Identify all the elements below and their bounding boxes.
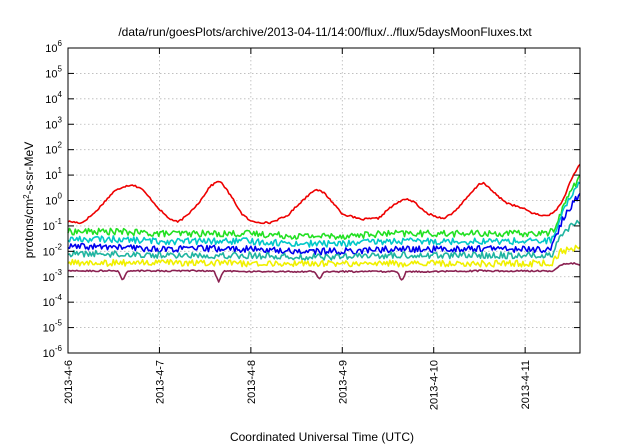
y-tick-label-base: 10 [45,94,57,106]
y-tick-label: 102 [45,141,62,157]
y-tick-label: 105 [45,64,62,80]
series-line-2 [67,174,581,240]
y-tick-label-base: 10 [43,246,55,258]
y-tick-label: 10-3 [43,268,63,284]
x-tick-label: 2013-4-11 [520,360,532,409]
y-tick-label-exponent: 6 [58,39,63,48]
x-tick-label: 2013-4-10 [429,360,441,410]
y-tick-label-exponent: 0 [58,192,63,201]
chart-title: /data/run/goesPlots/archive/2013-04-11/1… [118,25,532,39]
grid-lines [68,48,580,353]
y-tick-label-base: 10 [43,297,55,309]
x-axis-tick-labels: 2013-4-6 2013-4-7 2013-4-8 2013-4-9 2013-4-1… [63,360,532,410]
x-tick-label: 2013-4-7 [154,360,166,404]
y-tick-label: 100 [45,192,62,208]
y-tick-label-base: 10 [45,145,57,157]
y-tick-label: 10-5 [43,319,63,335]
y-tick-label: 10-6 [43,344,63,360]
x-axis-label: Coordinated Universal Time (UTC) [230,430,414,444]
y-tick-label-exponent: -1 [55,217,63,226]
y-tick-label: 10-2 [43,242,63,258]
y-tick-label-exponent: 3 [58,115,63,124]
y-tick-label-exponent: 4 [58,90,63,99]
y-axis-label-base: protons/cm [22,199,36,258]
x-tick-label: 2013-4-6 [63,360,75,404]
y-tick-label-exponent: 2 [58,141,63,150]
y-tick-label: 106 [45,39,62,55]
x-tick-label: 2013-4-8 [246,360,258,404]
series-line-1 [67,163,581,225]
series-line-7 [67,262,581,283]
y-tick-label-exponent: -3 [55,268,63,277]
y-tick-label-base: 10 [45,196,57,208]
series-line-4 [67,192,581,256]
y-tick-label: 101 [45,166,62,182]
y-tick-label-base: 10 [43,221,55,233]
y-tick-label: 103 [45,115,62,131]
y-tick-label-base: 10 [43,272,55,284]
y-tick-label-base: 10 [45,119,57,131]
y-tick-label-exponent: -5 [55,319,63,328]
y-axis-label-rest: -s-sr-MeV [22,142,36,195]
y-tick-label-base: 10 [43,348,55,360]
series-line-5 [67,219,581,261]
y-tick-label-exponent: 1 [58,166,63,175]
y-tick-label-base: 10 [43,323,55,335]
y-tick-label-base: 10 [45,170,57,182]
y-tick-label-exponent: -4 [55,293,63,302]
y-tick-label-exponent: -2 [55,242,63,251]
y-tick-label-exponent: -6 [55,344,63,353]
series-line-3 [67,181,581,248]
y-axis-tick-labels: 10-610-510-410-310-210-11001011021031041… [43,39,63,360]
y-tick-label: 104 [45,90,62,106]
y-tick-label-base: 10 [45,43,57,55]
series-lines [67,163,581,283]
y-tick-label-base: 10 [45,68,57,80]
y-tick-label-exponent: 5 [58,64,63,73]
y-axis-label: protons/cm2-s-sr-MeV [22,142,37,258]
y-axis-label-superscript: 2 [22,194,31,199]
y-tick-label: 10-4 [43,293,63,309]
series-line-6 [67,244,581,268]
x-tick-label: 2013-4-9 [337,360,349,404]
axis-ticks [67,47,580,354]
y-tick-label: 10-1 [43,217,63,233]
